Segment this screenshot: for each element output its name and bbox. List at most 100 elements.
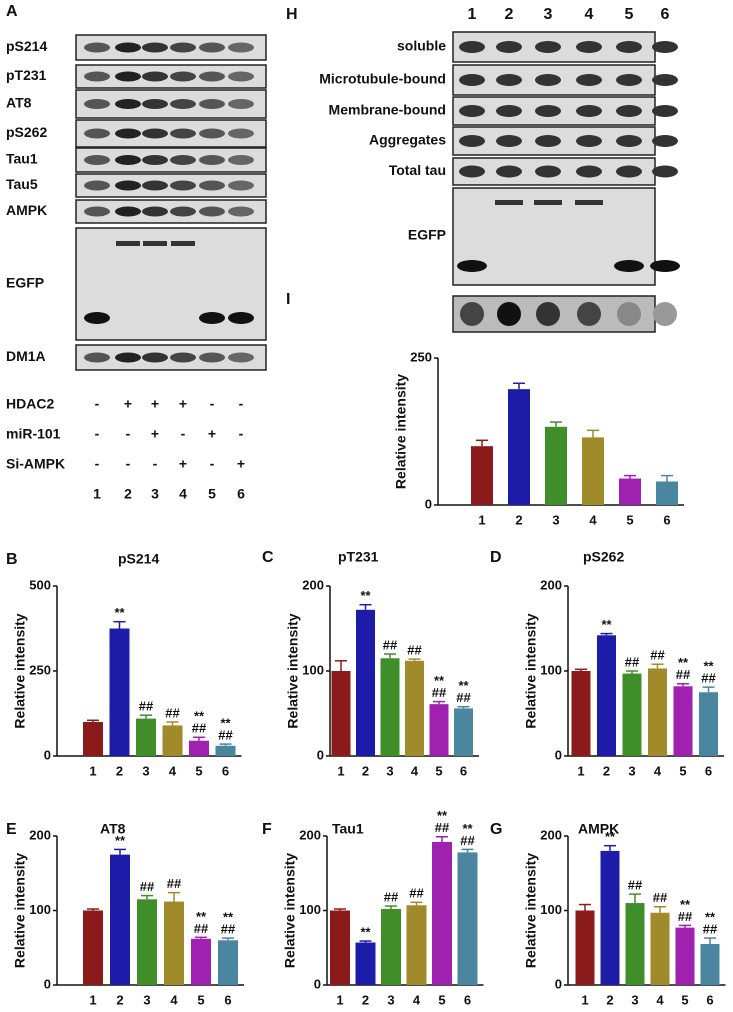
- blot-label: Microtubule-bound: [319, 71, 446, 87]
- y-axis-label: Relative intensity: [285, 613, 301, 728]
- blot-band: [170, 206, 196, 217]
- blot-band: [142, 206, 168, 217]
- treatment-sign: -: [181, 426, 186, 442]
- significance-mark: ##: [384, 889, 399, 904]
- blot-band: [652, 165, 678, 178]
- blot-band: [142, 180, 168, 191]
- lane-number: 1: [468, 6, 477, 23]
- chart-title: Tau1: [332, 821, 364, 837]
- x-tick-label: 4: [170, 992, 178, 1007]
- blot-band: [576, 165, 602, 178]
- significance-mark: **: [360, 588, 371, 603]
- panel-letter: B: [6, 551, 18, 568]
- x-tick-label: 1: [336, 992, 343, 1007]
- blot-band: [115, 155, 141, 165]
- y-tick-label: 100: [299, 902, 321, 917]
- bar: [136, 718, 156, 756]
- significance-mark: **: [462, 821, 473, 836]
- blot-band: [199, 99, 225, 109]
- treatment-sign: +: [237, 456, 245, 472]
- treatment-label: Si-AMPK: [6, 456, 65, 472]
- x-tick-label: 5: [626, 512, 633, 527]
- bar: [545, 426, 567, 505]
- blot-band: [170, 128, 196, 139]
- x-tick-label: 3: [552, 512, 559, 527]
- y-tick-label: 0: [44, 747, 51, 762]
- significance-mark: **: [703, 659, 714, 674]
- blot-band: [115, 42, 141, 53]
- blot-label: soluble: [397, 38, 446, 54]
- blot-band: [459, 74, 485, 86]
- blot-band: [170, 42, 196, 53]
- treatment-sign: -: [95, 456, 100, 472]
- blot-band: [170, 99, 196, 109]
- x-tick-label: 6: [460, 763, 467, 778]
- significance-mark: ##: [409, 886, 424, 901]
- y-axis-label: Relative intensity: [12, 853, 28, 968]
- panel-letter: E: [6, 821, 17, 838]
- bar: [162, 725, 183, 756]
- significance-mark: ##: [678, 909, 693, 924]
- blot-band: [535, 105, 561, 117]
- x-tick-label: 1: [337, 763, 344, 778]
- significance-mark: ##: [628, 878, 643, 893]
- blot-band: [228, 352, 254, 363]
- blot-band: [496, 41, 522, 53]
- blot-band: [576, 135, 602, 147]
- bar: [406, 905, 427, 985]
- blot-band: [534, 200, 562, 205]
- x-tick-label: 1: [89, 992, 96, 1007]
- blot-band: [170, 180, 196, 191]
- bar: [575, 910, 595, 985]
- blot-band: [576, 105, 602, 117]
- blot-band: [143, 241, 167, 246]
- blot-band: [652, 105, 678, 117]
- bar: [83, 910, 103, 985]
- treatment-sign: +: [179, 396, 187, 412]
- blot-band: [84, 312, 110, 324]
- significance-mark: **: [705, 910, 716, 925]
- bar: [189, 740, 209, 756]
- dot: [497, 302, 521, 326]
- x-tick-label: 5: [435, 763, 442, 778]
- treatment-sign: +: [124, 396, 132, 412]
- x-tick-label: 3: [387, 992, 394, 1007]
- bar: [471, 446, 493, 505]
- blot-band: [652, 135, 678, 147]
- significance-mark: ##: [456, 690, 471, 705]
- significance-mark: ##: [165, 705, 180, 720]
- panel-letter: A: [6, 3, 18, 20]
- significance-mark: ##: [460, 833, 475, 848]
- blot-band: [142, 99, 168, 109]
- dot: [617, 302, 641, 326]
- blot-band: [170, 71, 196, 82]
- bar: [380, 658, 400, 756]
- blot-band: [616, 74, 642, 86]
- x-tick-label: 2: [515, 512, 522, 527]
- x-tick-label: 2: [116, 763, 123, 778]
- treatment-sign: -: [153, 456, 158, 472]
- bar: [650, 912, 670, 985]
- x-tick-label: 6: [464, 992, 471, 1007]
- y-tick-label: 0: [555, 976, 562, 991]
- blot-band: [84, 352, 110, 363]
- lane-number: 4: [585, 6, 594, 23]
- significance-mark: ##: [139, 699, 154, 714]
- blot-band: [171, 241, 195, 246]
- bar: [648, 668, 667, 756]
- blot-band: [170, 352, 196, 363]
- bar: [622, 673, 642, 756]
- blot-band: [115, 71, 141, 82]
- blot-band: [199, 42, 225, 53]
- blot-band: [535, 41, 561, 53]
- blot-band: [142, 71, 168, 82]
- bar: [454, 708, 473, 756]
- blot-label: pS262: [6, 124, 47, 140]
- blot-band: [535, 135, 561, 147]
- x-tick-label: 1: [577, 763, 584, 778]
- blot-label: AT8: [6, 95, 32, 111]
- significance-mark: ##: [703, 922, 718, 937]
- y-axis-label: Relative intensity: [393, 374, 409, 489]
- blot-band: [84, 128, 110, 139]
- bar: [582, 437, 604, 505]
